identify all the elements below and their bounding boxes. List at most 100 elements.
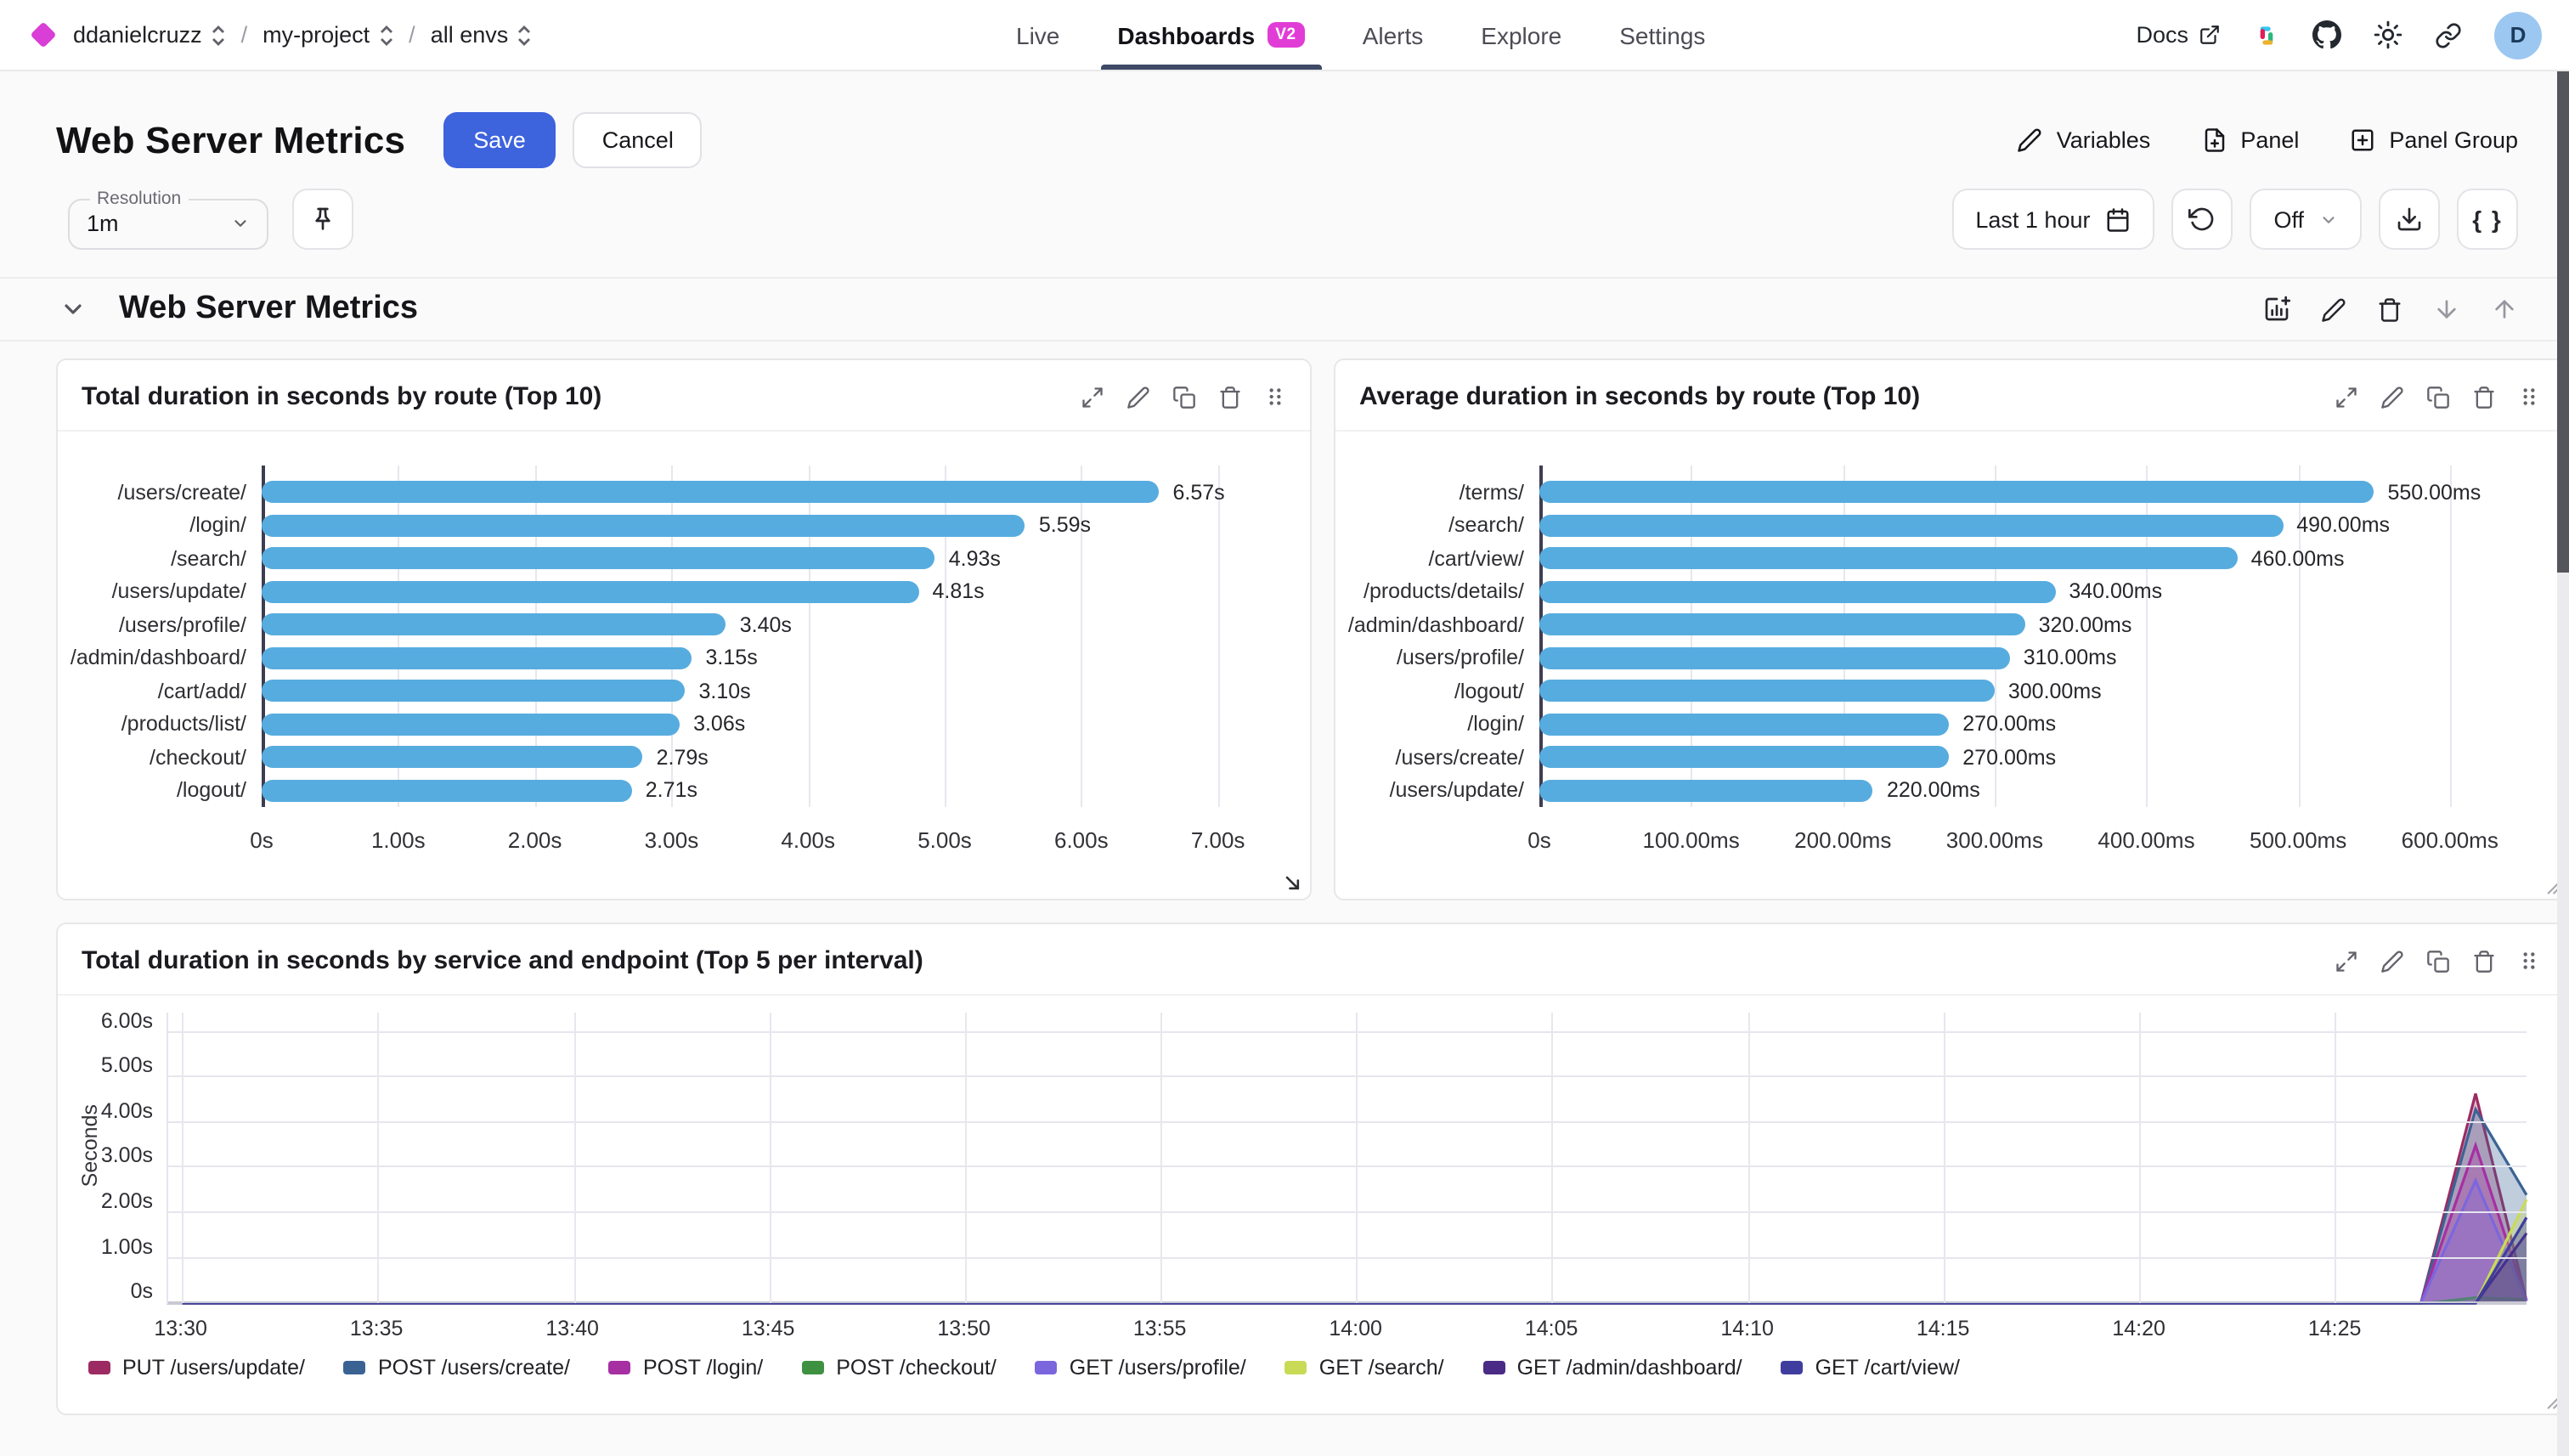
legend-swatch-icon xyxy=(1482,1361,1505,1374)
add-panel-button[interactable]: Panel xyxy=(2201,127,2299,153)
expand-panel-button[interactable] xyxy=(2335,385,2358,409)
docs-link[interactable]: Docs xyxy=(2136,22,2221,48)
pin-resolution-button[interactable] xyxy=(292,189,353,250)
delete-section-icon[interactable] xyxy=(2377,296,2402,322)
bar xyxy=(1539,646,2010,669)
duplicate-panel-button[interactable] xyxy=(2426,385,2450,409)
drag-handle[interactable] xyxy=(2518,950,2540,972)
move-section-down-icon[interactable] xyxy=(2433,296,2460,323)
refresh-button[interactable] xyxy=(2171,189,2233,250)
edit-panel-button[interactable] xyxy=(1126,385,1150,409)
tab-explore[interactable]: Explore xyxy=(1481,21,1562,48)
trash-icon xyxy=(2474,950,2494,972)
value-label: 310.00ms xyxy=(2023,646,2117,670)
share-link-button[interactable] xyxy=(2435,21,2462,48)
bar xyxy=(262,613,726,636)
add-chart-icon[interactable] xyxy=(2263,296,2290,323)
category-label: /users/create/ xyxy=(117,480,246,505)
legend-swatch-icon xyxy=(608,1361,631,1374)
edit-section-icon[interactable] xyxy=(2321,296,2346,322)
x-tick-label: 200.00ms xyxy=(1794,827,1892,853)
edit-panel-button[interactable] xyxy=(2380,385,2404,409)
bar-row: 270.00ms xyxy=(1539,741,2533,774)
delete-panel-button[interactable] xyxy=(1218,385,1242,409)
y-axis-label: Seconds xyxy=(78,1104,102,1188)
bar xyxy=(262,481,1160,504)
resolution-select[interactable]: Resolution 1m xyxy=(68,189,268,250)
legend-item[interactable]: POST /users/create/ xyxy=(343,1356,570,1380)
panel-title: Average duration in seconds by route (To… xyxy=(1359,382,1921,411)
x-axis-ticks: 13:30 13:35 13:40 13:45 13:50 13:55 14:00 14:05… xyxy=(154,1305,2527,1346)
trash-icon xyxy=(1220,386,1240,408)
vertical-scrollbar[interactable] xyxy=(2557,71,2569,1456)
drag-handle[interactable] xyxy=(2518,386,2540,408)
legend-item[interactable]: GET /cart/view/ xyxy=(1781,1356,1960,1380)
value-label: 2.79s xyxy=(656,745,709,770)
bar xyxy=(1539,481,2374,504)
brand-diamond-icon xyxy=(30,21,57,48)
dashboard-controls: Resolution 1m Last 1 hour Off xyxy=(68,189,2518,250)
expand-panel-button[interactable] xyxy=(2335,949,2358,973)
duplicate-panel-button[interactable] xyxy=(2426,949,2450,973)
category-label: /users/update/ xyxy=(1389,778,1524,803)
slack-button[interactable] xyxy=(2253,21,2280,48)
cancel-button[interactable]: Cancel xyxy=(573,112,703,168)
move-section-up-icon[interactable] xyxy=(2491,296,2518,323)
calendar-icon xyxy=(2107,207,2129,231)
legend-item[interactable]: PUT /users/update/ xyxy=(88,1356,305,1380)
resize-handle[interactable] xyxy=(1281,872,1305,895)
expand-icon xyxy=(2336,387,2357,407)
time-controls: Last 1 hour Off { } xyxy=(1951,189,2518,250)
x-tick-label: 5.00s xyxy=(918,827,972,853)
refresh-icon xyxy=(2188,207,2214,231)
legend-item[interactable]: GET /admin/dashboard/ xyxy=(1482,1356,1742,1380)
category-label: /terms/ xyxy=(1459,480,1524,505)
x-tick-label: 14:25 xyxy=(2307,1317,2362,1340)
legend-item[interactable]: GET /users/profile/ xyxy=(1035,1356,1246,1380)
x-tick-label: 13:55 xyxy=(1132,1317,1187,1340)
save-button[interactable]: Save xyxy=(443,112,556,168)
collapse-chevron-icon[interactable] xyxy=(59,296,87,323)
json-view-button[interactable]: { } xyxy=(2457,189,2518,250)
value-label: 2.71s xyxy=(645,778,697,803)
download-button[interactable] xyxy=(2379,189,2440,250)
add-panel-group-button[interactable]: Panel Group xyxy=(2350,127,2518,153)
panel-title: Total duration in seconds by route (Top … xyxy=(82,382,602,411)
legend-item[interactable]: POST /login/ xyxy=(608,1356,763,1380)
breadcrumb-project[interactable]: my-project xyxy=(263,22,393,48)
time-range-picker[interactable]: Last 1 hour xyxy=(1951,189,2155,250)
drag-handle[interactable] xyxy=(1264,386,1286,408)
variables-button[interactable]: Variables xyxy=(2018,127,2150,153)
breadcrumb-org[interactable]: ddanielcruzz xyxy=(73,22,226,48)
x-tick-label: 14:15 xyxy=(1916,1317,1970,1340)
tab-alerts[interactable]: Alerts xyxy=(1362,21,1424,48)
edit-panel-button[interactable] xyxy=(2380,949,2404,973)
pencil-icon xyxy=(2381,386,2403,408)
scrollbar-thumb[interactable] xyxy=(2557,71,2569,573)
tab-settings[interactable]: Settings xyxy=(1619,21,1706,48)
delete-panel-button[interactable] xyxy=(2472,949,2496,973)
breadcrumb-separator: / xyxy=(240,22,248,48)
delete-panel-button[interactable] xyxy=(2472,385,2496,409)
theme-toggle-button[interactable] xyxy=(2374,20,2402,49)
category-label: /users/update/ xyxy=(111,579,246,604)
value-label: 340.00ms xyxy=(2069,579,2163,604)
pencil-icon xyxy=(2381,950,2403,972)
bar xyxy=(262,746,643,769)
duplicate-panel-button[interactable] xyxy=(1172,385,1196,409)
bar xyxy=(1539,547,2238,570)
auto-refresh-select[interactable]: Off xyxy=(2250,189,2362,250)
breadcrumb-env-label: all envs xyxy=(430,22,509,48)
expand-panel-button[interactable] xyxy=(1081,385,1104,409)
user-avatar[interactable]: D xyxy=(2494,11,2542,59)
tab-dashboards[interactable]: Dashboards V2 xyxy=(1100,0,1322,70)
breadcrumb-env[interactable]: all envs xyxy=(431,22,533,48)
legend-item[interactable]: GET /search/ xyxy=(1284,1356,1444,1380)
legend-item[interactable]: POST /checkout/ xyxy=(802,1356,997,1380)
panel-actions xyxy=(2335,385,2540,409)
chart-legend: PUT /users/update/POST /users/create/POS… xyxy=(58,1346,2564,1380)
tab-live[interactable]: Live xyxy=(1016,21,1060,48)
chevron-updown-icon xyxy=(380,25,392,45)
github-button[interactable] xyxy=(2312,20,2341,49)
x-tick-label: 500.00ms xyxy=(2250,827,2347,853)
